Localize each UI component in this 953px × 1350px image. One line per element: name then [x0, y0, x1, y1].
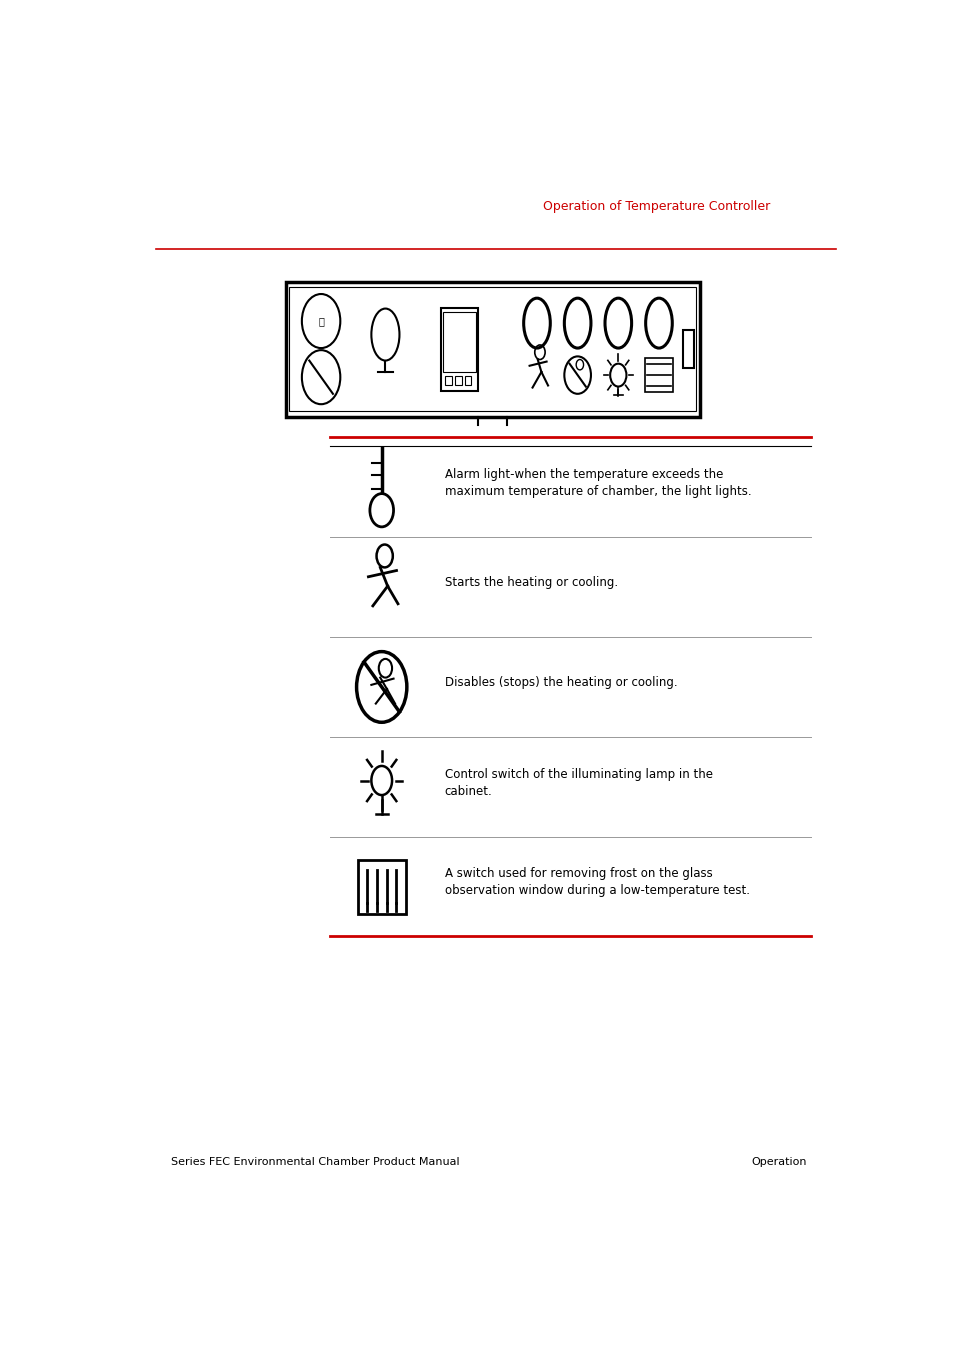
Circle shape — [370, 494, 394, 526]
Bar — [464, 377, 471, 386]
Bar — [357, 860, 405, 914]
Text: 🔧: 🔧 — [317, 316, 324, 327]
Text: Alarm light-when the temperature exceeds the
maximum temperature of chamber, the: Alarm light-when the temperature exceeds… — [444, 468, 750, 498]
Bar — [442, 312, 476, 373]
Bar — [455, 377, 461, 386]
Text: Control switch of the illuminating lamp in the
cabinet.: Control switch of the illuminating lamp … — [444, 768, 712, 798]
Text: Operation: Operation — [751, 1157, 806, 1166]
Text: A switch used for removing frost on the glass
observation window during a low-te: A switch used for removing frost on the … — [444, 867, 749, 898]
Bar — [285, 282, 699, 417]
Bar — [682, 331, 693, 367]
Bar — [289, 286, 696, 412]
Text: Disables (stops) the heating or cooling.: Disables (stops) the heating or cooling. — [444, 676, 677, 690]
Bar — [644, 359, 672, 392]
Bar — [440, 308, 477, 390]
Text: Starts the heating or cooling.: Starts the heating or cooling. — [444, 576, 617, 590]
Bar — [445, 377, 452, 386]
Text: Series FEC Environmental Chamber Product Manual: Series FEC Environmental Chamber Product… — [171, 1157, 459, 1166]
Text: Operation of Temperature Controller: Operation of Temperature Controller — [542, 200, 769, 213]
